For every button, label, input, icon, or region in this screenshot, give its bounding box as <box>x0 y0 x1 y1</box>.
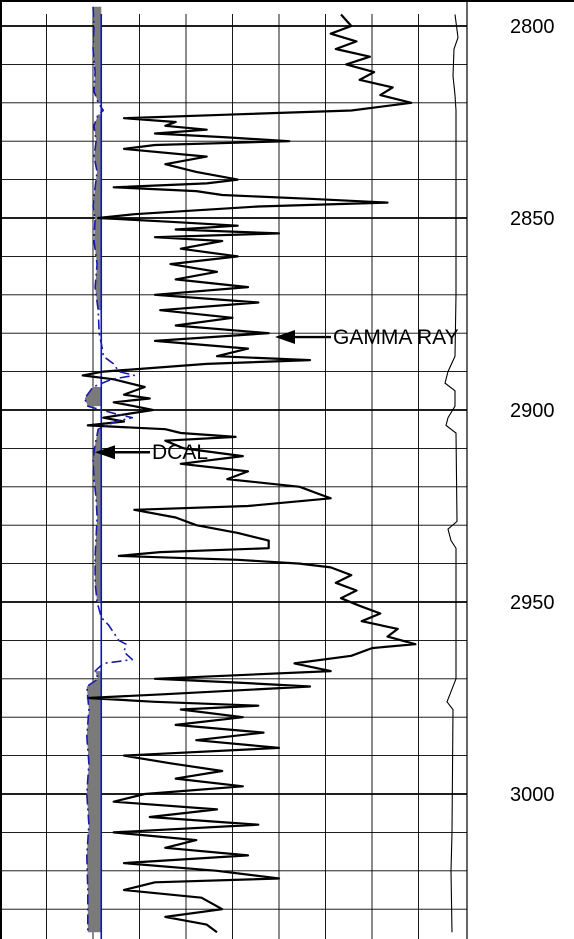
caliper-washout-fill <box>93 429 102 602</box>
caliper-washout-fill <box>93 6 102 103</box>
depth-labels: 2800 2850 2900 2950 3000 <box>510 16 555 806</box>
dcal-curve <box>83 6 136 933</box>
log-curves <box>81 6 417 939</box>
gamma-ray-curve <box>81 13 417 934</box>
right-track-curve <box>444 14 459 933</box>
caliper-washout-fill <box>86 671 102 933</box>
caliper-washout-fill <box>93 114 102 311</box>
caliper-shading <box>84 6 102 933</box>
annotation-label-dcal: DCAL <box>152 441 208 464</box>
caliper-washout-fill <box>84 386 102 407</box>
depth-label-2850: 2850 <box>510 208 555 230</box>
right-track-line <box>444 14 459 933</box>
annotation-arrow-head <box>275 330 295 345</box>
annotation-arrow-head <box>95 445 115 460</box>
depth-label-2800: 2800 <box>510 16 555 38</box>
depth-label-2900: 2900 <box>510 400 555 422</box>
curve-annotations: GAMMA RAY DCAL <box>95 326 459 464</box>
depth-label-2950: 2950 <box>510 592 555 614</box>
depth-label-3000: 3000 <box>510 784 555 806</box>
annotation-label-gamma-ray: GAMMA RAY <box>333 326 459 349</box>
